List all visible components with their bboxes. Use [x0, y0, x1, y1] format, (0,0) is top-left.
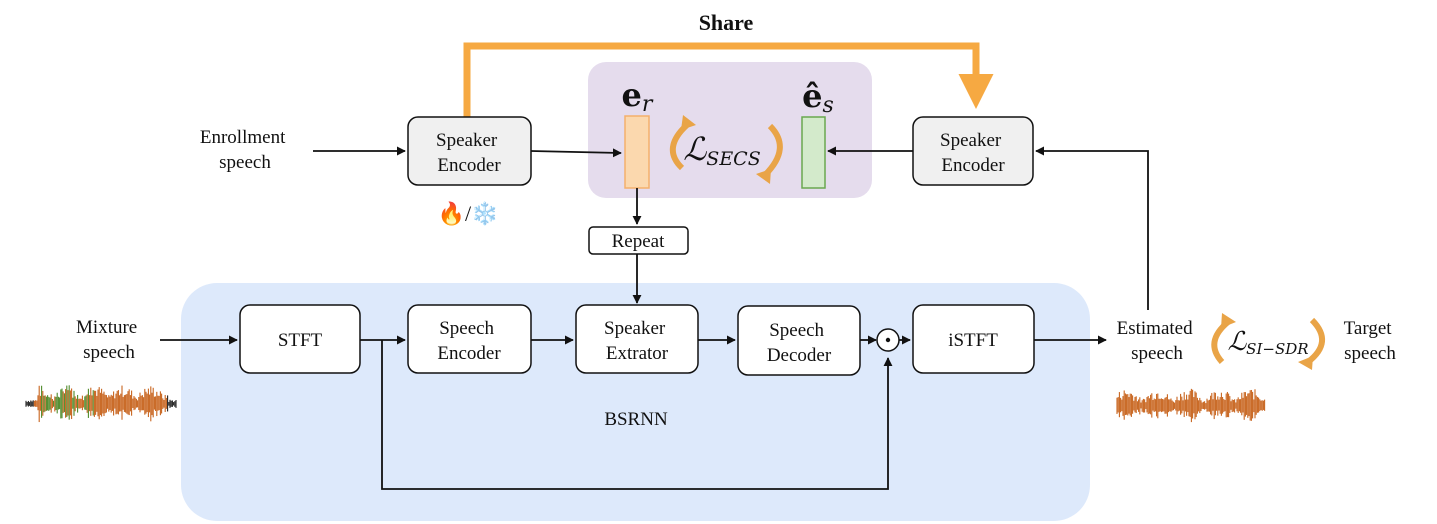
speaker-encoder-left: Speaker Encoder [407, 116, 532, 186]
skip-connection [381, 340, 893, 490]
speaker-extractor-block: Speaker Extrator [575, 304, 699, 374]
speaker-encoder-left-label: Speaker Encoder [436, 130, 502, 176]
speaker-extractor-label: Speaker Extrator [604, 318, 670, 364]
estimated-waveform [1116, 388, 1266, 423]
secs-loss-arrowhead-right [756, 169, 771, 184]
repeat-block: Repeat [588, 226, 689, 255]
trainable-frozen-marker: 🔥/❄️ [438, 201, 499, 226]
reference-embedding-bar [624, 115, 650, 189]
arrow-encoder-to-reference-embedding [530, 148, 622, 158]
speaker-encoder-right-label: Speaker Encoder [940, 130, 1006, 176]
elementwise-multiply-node [876, 328, 900, 352]
target-speech-label: Target speech [1344, 318, 1397, 364]
stft-block: STFT [239, 304, 361, 374]
arrow-estimated-speech-to-encoder [1035, 146, 1149, 310]
estimated-embedding-symbol: ês [802, 77, 834, 118]
enrollment-speech-label: Enrollment speech [200, 127, 290, 173]
sisdr-loss-arrow-right [1306, 317, 1325, 365]
secs-loss-arrowhead-left [681, 115, 696, 130]
estimated-embedding-bar [801, 116, 826, 189]
sisdr-loss-arrow-left [1211, 319, 1231, 365]
speech-decoder-block: Speech Decoder [737, 305, 861, 376]
sisdr-loss-symbol: ℒSI−SDR [1227, 327, 1308, 358]
repeat-label: Repeat [612, 231, 665, 252]
mixture-waveform [25, 385, 177, 423]
embedding-panel [588, 62, 872, 198]
speech-decoder-label: Speech Decoder [767, 320, 832, 366]
speech-encoder-label: Speech Encoder [437, 318, 501, 364]
sisdr-loss-arrowhead-right [1298, 356, 1313, 370]
stft-label: STFT [278, 330, 323, 351]
share-arrow [463, 42, 994, 117]
istft-label: iSTFT [948, 330, 998, 351]
speech-encoder-block: Speech Encoder [407, 304, 532, 374]
mixture-speech-label: Mixture speech [76, 317, 142, 363]
speaker-encoder-right: Speaker Encoder [912, 116, 1034, 186]
reference-embedding-symbol: er [622, 76, 654, 117]
share-label: Share [699, 10, 754, 35]
sisdr-loss-arrowhead-left [1221, 313, 1236, 328]
estimated-speech-label: Estimated speech [1117, 318, 1198, 364]
bsrnn-label: BSRNN [604, 409, 668, 430]
secs-loss-symbol: ℒSECS [683, 130, 761, 170]
istft-block: iSTFT [912, 304, 1035, 374]
